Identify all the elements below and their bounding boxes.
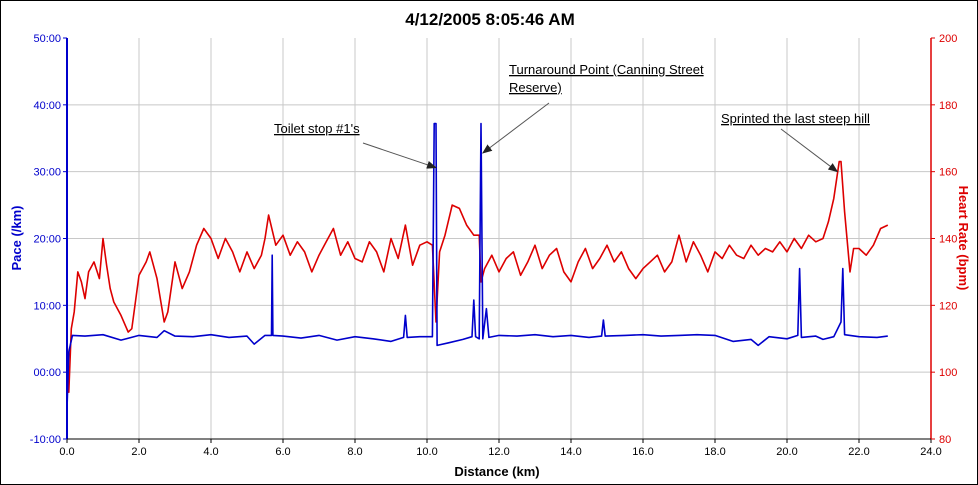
- grid-lines: [67, 38, 931, 439]
- right-tick-label: 160: [939, 167, 957, 179]
- annotation-arrow-sprint: [780, 128, 839, 173]
- annotations: Toilet stop #1's Turnaround Point (Canni…: [274, 62, 870, 173]
- annotation-toilet-stop: Toilet stop #1's: [274, 121, 360, 136]
- right-tick-label: 180: [939, 100, 957, 112]
- annotation-arrow-turnaround: [482, 102, 550, 154]
- x-tick-label: 20.0: [776, 446, 797, 458]
- left-tick-label: 40:00: [33, 100, 61, 112]
- left-tick-label: 00:00: [33, 367, 61, 379]
- pace-series-line: [66, 122, 888, 409]
- x-tick-label: 10.0: [416, 446, 437, 458]
- x-tick-label: 18.0: [704, 446, 725, 458]
- chart-title: 4/12/2005 8:05:46 AM: [405, 10, 574, 29]
- left-tick-label: 50:00: [33, 33, 61, 45]
- left-tick-label: 30:00: [33, 167, 61, 179]
- left-tick-label: 10:00: [33, 300, 61, 312]
- annotation-arrow-toilet-stop: [362, 142, 437, 169]
- tick-labels: 0.0 2.0 4.0 6.0 8.0 10.0 12.0 14.0 16.0 18.0 20.0 2…: [30, 33, 958, 458]
- right-axis-title: Heart Rate (bpm): [956, 186, 971, 291]
- heart-rate-series-line: [66, 160, 889, 393]
- left-tick-label: 20:00: [33, 234, 61, 246]
- x-tick-label: 4.0: [203, 446, 218, 458]
- annotation-turnaround-line-2: Reserve): [509, 80, 562, 95]
- right-tick-label: 100: [939, 367, 957, 379]
- x-tick-label: 16.0: [632, 446, 653, 458]
- x-tick-label: 24.0: [920, 446, 941, 458]
- x-tick-label: 8.0: [347, 446, 362, 458]
- x-tick-label: 6.0: [275, 446, 290, 458]
- annotation-sprint: Sprinted the last steep hill: [721, 111, 870, 126]
- left-tick-label: -10:00: [30, 434, 61, 446]
- right-tick-label: 200: [939, 33, 957, 45]
- right-tick-label: 120: [939, 300, 957, 312]
- annotation-turnaround-line-1: Turnaround Point (Canning Street: [509, 62, 704, 77]
- x-tick-label: 0.0: [59, 446, 74, 458]
- x-axis-title: Distance (km): [454, 464, 539, 479]
- x-tick-label: 14.0: [560, 446, 581, 458]
- right-tick-label: 140: [939, 234, 957, 246]
- data-series: [66, 122, 889, 409]
- right-tick-label: 80: [939, 434, 951, 446]
- x-tick-label: 12.0: [488, 446, 509, 458]
- x-tick-label: 2.0: [131, 446, 146, 458]
- left-axis-title: Pace (/km): [9, 205, 24, 270]
- x-tick-label: 22.0: [848, 446, 869, 458]
